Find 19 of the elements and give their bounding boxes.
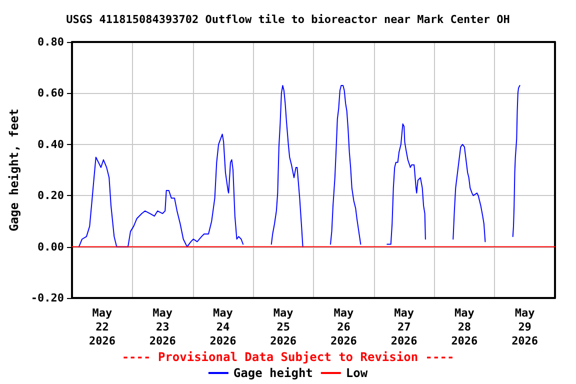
y-tick-label: 0.40 xyxy=(38,138,64,151)
legend-label: Gage height xyxy=(233,366,313,380)
x-tick-label: May 22 2026 xyxy=(88,306,116,348)
y-tick-label: 0.60 xyxy=(38,86,64,100)
x-tick-label: May 28 2026 xyxy=(451,306,478,348)
chart-title: USGS 411815084393702 Outflow tile to bioreactor near Mark Center OH xyxy=(66,13,510,26)
legend-label: Low xyxy=(346,366,368,380)
x-tick-label: May 25 2026 xyxy=(270,306,297,348)
x-tick-label: May 24 2026 xyxy=(210,306,237,348)
x-tick-label: May 29 2026 xyxy=(512,306,538,348)
y-axis-title: Gage height, feet xyxy=(7,108,21,232)
y-tick-label: -0.20 xyxy=(30,292,64,304)
text: ---- Provisional Data Subject to Revision ---- xyxy=(122,350,454,364)
y-tick-label: 0.00 xyxy=(38,240,64,254)
y-tick-label: 0.80 xyxy=(38,36,64,48)
x-tick-label: May 27 2026 xyxy=(390,306,418,348)
x-tick-label: May 26 2026 xyxy=(330,306,358,348)
y-tick-label: 0.20 xyxy=(38,189,64,202)
x-tick-label: May 23 2026 xyxy=(149,306,176,348)
